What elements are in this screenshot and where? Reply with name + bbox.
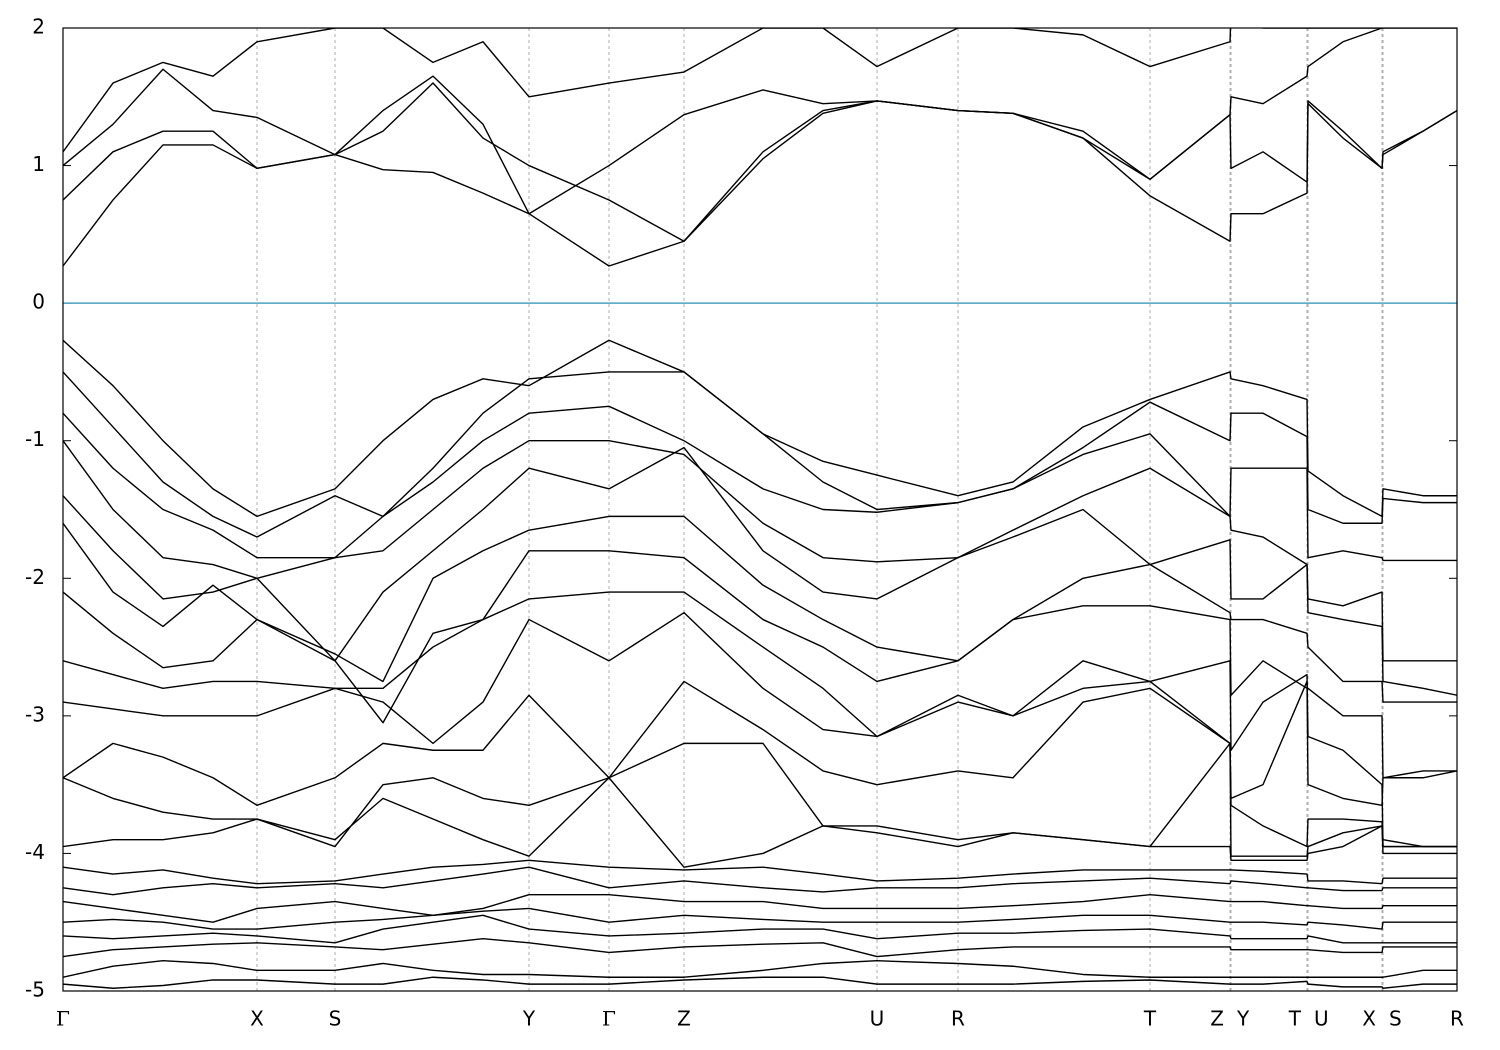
x-tick-label: Z bbox=[1210, 1007, 1224, 1031]
band bbox=[63, 591, 1457, 848]
x-tick-label: S bbox=[1389, 1007, 1402, 1031]
band bbox=[63, 960, 1457, 978]
x-tick-label: Γ bbox=[56, 1007, 70, 1031]
y-tick-label: 1 bbox=[32, 152, 45, 176]
band bbox=[63, 938, 1457, 958]
x-tick-label: Z bbox=[677, 1007, 691, 1031]
band bbox=[63, 371, 1457, 538]
grid-layer bbox=[63, 27, 1457, 992]
x-tick-label: T bbox=[1288, 1007, 1302, 1031]
band bbox=[63, 907, 1457, 930]
band bbox=[63, 866, 1457, 896]
band bbox=[63, 515, 1457, 703]
x-tick-label: U bbox=[870, 1007, 885, 1031]
y-tick-label: 0 bbox=[32, 290, 45, 314]
x-tick-label: R bbox=[951, 1007, 965, 1031]
band bbox=[63, 976, 1457, 989]
band bbox=[63, 611, 1457, 806]
plot-frame bbox=[62, 27, 1458, 992]
band bbox=[63, 339, 1457, 518]
x-tick-label: Y bbox=[522, 1007, 536, 1031]
band bbox=[63, 28, 1383, 153]
y-tick-label: -1 bbox=[25, 427, 45, 451]
y-tick-label: -3 bbox=[25, 702, 45, 726]
bands-layer bbox=[63, 28, 1457, 989]
band bbox=[63, 742, 1457, 857]
x-tick-label: X bbox=[250, 1007, 264, 1031]
band bbox=[63, 28, 1457, 215]
band bbox=[63, 550, 1457, 779]
band bbox=[63, 894, 1457, 923]
band bbox=[63, 446, 1457, 696]
band bbox=[63, 859, 1457, 885]
x-tick-label: S bbox=[329, 1007, 342, 1031]
x-tick-label: U bbox=[1314, 1007, 1329, 1031]
x-tick-label: Γ bbox=[602, 1007, 616, 1031]
band bbox=[63, 440, 1457, 662]
x-tick-label: Y bbox=[1236, 1007, 1250, 1031]
y-tick-label: -2 bbox=[25, 565, 45, 589]
band bbox=[63, 914, 1457, 944]
band bbox=[63, 100, 1457, 267]
y-tick-label: -4 bbox=[25, 840, 45, 864]
x-tick-label: R bbox=[1450, 1007, 1464, 1031]
band bbox=[63, 405, 1457, 562]
x-tick-label: T bbox=[1143, 1007, 1157, 1031]
y-tick-label: -5 bbox=[25, 978, 45, 1002]
x-tick-label: X bbox=[1362, 1007, 1376, 1031]
band bbox=[63, 777, 1457, 868]
y-tick-label: 2 bbox=[32, 15, 45, 39]
band bbox=[63, 680, 1457, 848]
